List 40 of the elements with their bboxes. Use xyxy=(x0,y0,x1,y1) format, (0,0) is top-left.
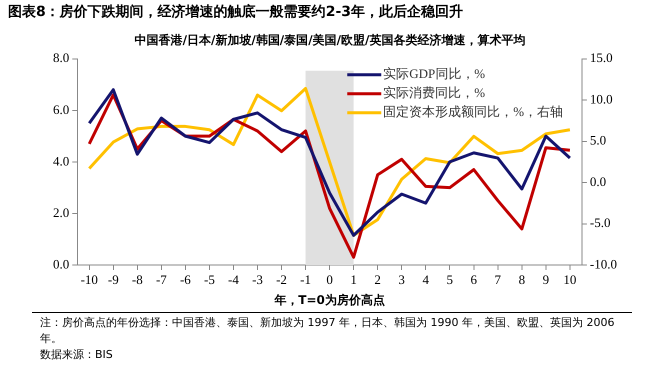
x-tick-label: -10 xyxy=(80,272,98,288)
x-tick-label: -2 xyxy=(276,272,287,288)
text: 注：房价高点的年份选择：中国香港、泰国、新加坡为 1997 年，日本、韩国为 1990 年，美国、欧盟、英国为 2006 年。 xyxy=(40,315,616,347)
y-tick-label: 2.0 xyxy=(53,204,70,220)
y-tick-label: 0.0 xyxy=(53,256,70,272)
source-note: 数据来源：BIS xyxy=(40,347,114,363)
x-tick-label: -7 xyxy=(156,272,168,288)
x-tick-label: 6 xyxy=(470,272,478,288)
chart-title: 图表8：房价下跌期间，经济增速的触底一般需要约2-3年，此后企稳回升 xyxy=(8,3,464,21)
x-tick-label: 5 xyxy=(446,272,453,288)
y2-tick-label: -5.0 xyxy=(590,215,611,230)
x-tick-label: 7 xyxy=(494,272,502,288)
x-tick-label: 4 xyxy=(422,272,430,288)
y2-tick-label: -10.0 xyxy=(590,256,618,272)
x-tick-label: 8 xyxy=(518,272,526,288)
y2-tick-label: 5.0 xyxy=(590,132,606,148)
chart-subtitle: 中国香港/日本/新加坡/韩国/泰国/美国/欧盟/英国各类经济增速，算术平均 xyxy=(134,32,526,49)
x-axis-title: 年，T=0为房价高点 xyxy=(273,292,385,307)
x-tick-label: 10 xyxy=(563,272,576,288)
x-tick-label: -4 xyxy=(228,272,240,288)
y-tick-label: 6.0 xyxy=(53,102,70,117)
y-tick-label: 8.0 xyxy=(53,50,70,66)
x-tick-label: -8 xyxy=(132,272,143,288)
x-tick-label: 1 xyxy=(350,272,357,288)
legend-label: 固定资本形成额同比，%，右轴 xyxy=(383,104,564,120)
legend-label: 实际消费同比，% xyxy=(383,85,486,100)
x-tick-label: -5 xyxy=(204,272,215,288)
x-tick-label: -6 xyxy=(180,272,192,288)
x-tick-label: 3 xyxy=(398,272,405,288)
x-tick-label: -3 xyxy=(252,272,263,288)
y-tick-label: 4.0 xyxy=(53,153,70,168)
x-tick-label: 0 xyxy=(326,272,333,288)
x-tick-label: -1 xyxy=(300,272,311,288)
x-tick-label: -9 xyxy=(108,272,119,288)
x-tick-label: 2 xyxy=(374,272,381,288)
legend-label: 实际GDP同比，% xyxy=(383,66,486,82)
y2-tick-label: 15.0 xyxy=(590,50,613,66)
x-tick-label: 9 xyxy=(542,272,550,288)
y2-tick-label: 10.0 xyxy=(590,91,613,106)
y2-tick-label: 0.0 xyxy=(590,174,606,189)
